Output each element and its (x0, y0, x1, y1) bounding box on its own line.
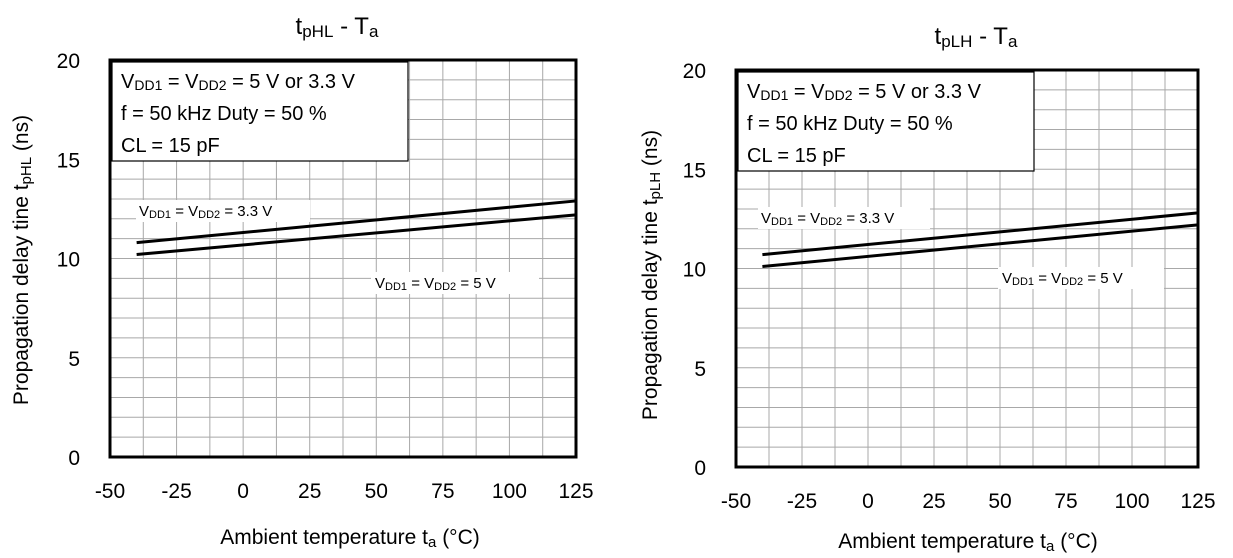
x-tick-label: -25 (161, 480, 191, 503)
y-tick-label: 0 (68, 447, 80, 470)
x-tick-label: -50 (95, 480, 125, 503)
y-tick-label: 15 (57, 149, 80, 172)
chart-right-plot-frame (734, 68, 1200, 469)
x-tick-label: 50 (365, 480, 388, 503)
x-tick-label: 100 (492, 480, 527, 503)
chart-right-x-ticks: -50 -25 0 25 50 75 100 125 (721, 490, 1216, 513)
chart-right-series-label-5v: VDD1 = VDD2 = 5 V (1002, 270, 1123, 288)
x-tick-label: 75 (431, 480, 454, 503)
chart-right-condition-line-1: VDD1 = VDD2 = 5 V or 3.3 V (747, 81, 982, 103)
chart-right-condition-line-2: f = 50 kHz Duty = 50 % (747, 113, 953, 135)
y-tick-label: 10 (57, 249, 80, 272)
chart-right-series-3v3-line (762, 211, 1199, 257)
x-tick-label: 50 (988, 490, 1011, 513)
y-tick-label: 10 (683, 259, 706, 282)
chart-right-series-5v-line (762, 223, 1199, 269)
chart-left-conditions-box: VDD1 = VDD2 = 5 V or 3.3 V f = 50 kHz Du… (111, 61, 409, 162)
chart-right-series-label-3v3: VDD1 = VDD2 = 3.3 V (761, 210, 894, 228)
y-tick-label: 5 (694, 358, 706, 381)
chart-left-y-axis-label: Propagation delay tine tpHL (ns) (10, 115, 35, 405)
y-tick-label: 15 (683, 159, 706, 182)
chart-left-series-label-5v: VDD1 = VDD2 = 5 V (375, 275, 496, 293)
chart-right-conditions-box: VDD1 = VDD2 = 5 V or 3.3 V f = 50 kHz Du… (737, 71, 1035, 172)
chart-left-condition-line-1: VDD1 = VDD2 = 5 V or 3.3 V (121, 71, 356, 93)
y-tick-label: 20 (57, 50, 80, 73)
chart-left-series-3v3-line (136, 199, 577, 245)
x-tick-label: 0 (237, 480, 249, 503)
chart-left-x-axis-label: Ambient temperature ta (°C) (220, 526, 480, 551)
y-tick-label: 20 (683, 60, 706, 83)
chart-left-x-ticks: -50 -25 0 25 50 75 100 125 (95, 480, 594, 503)
chart-left-series-5v-line (136, 213, 577, 257)
x-tick-label: -25 (787, 490, 817, 513)
chart-right-condition-line-3: CL = 15 pF (747, 145, 846, 167)
x-tick-label: 0 (862, 490, 874, 513)
chart-right-x-axis-label: Ambient temperature ta (°C) (838, 530, 1098, 555)
chart-left-plot-frame (108, 58, 578, 459)
x-tick-label: 25 (298, 480, 321, 503)
chart-right-y-axis-label: Propagation delay tine tpLH (ns) (639, 130, 664, 420)
y-tick-label: 5 (68, 348, 80, 371)
x-tick-label: -50 (721, 490, 751, 513)
y-tick-label: 0 (694, 457, 706, 480)
x-tick-label: 100 (1114, 490, 1149, 513)
chart-right-y-ticks: 0 5 10 15 20 (683, 60, 706, 480)
chart-left-y-ticks: 0 5 10 15 20 (57, 50, 80, 470)
x-tick-label: 25 (922, 490, 945, 513)
chart-left: VDD1 = VDD2 = 5 V or 3.3 V f = 50 kHz Du… (10, 13, 594, 551)
chart-left-condition-line-2: f = 50 kHz Duty = 50 % (121, 103, 327, 125)
x-tick-label: 125 (1180, 490, 1215, 513)
chart-right: VDD1 = VDD2 = 5 V or 3.3 V f = 50 kHz Du… (639, 23, 1216, 555)
chart-left-condition-line-3: CL = 15 pF (121, 135, 220, 157)
chart-right-title: tpLH - Ta (935, 23, 1018, 51)
x-tick-label: 125 (558, 480, 593, 503)
chart-left-title: tpHL - Ta (296, 13, 379, 41)
chart-left-series-label-3v3: VDD1 = VDD2 = 3.3 V (139, 203, 272, 221)
x-tick-label: 75 (1054, 490, 1077, 513)
